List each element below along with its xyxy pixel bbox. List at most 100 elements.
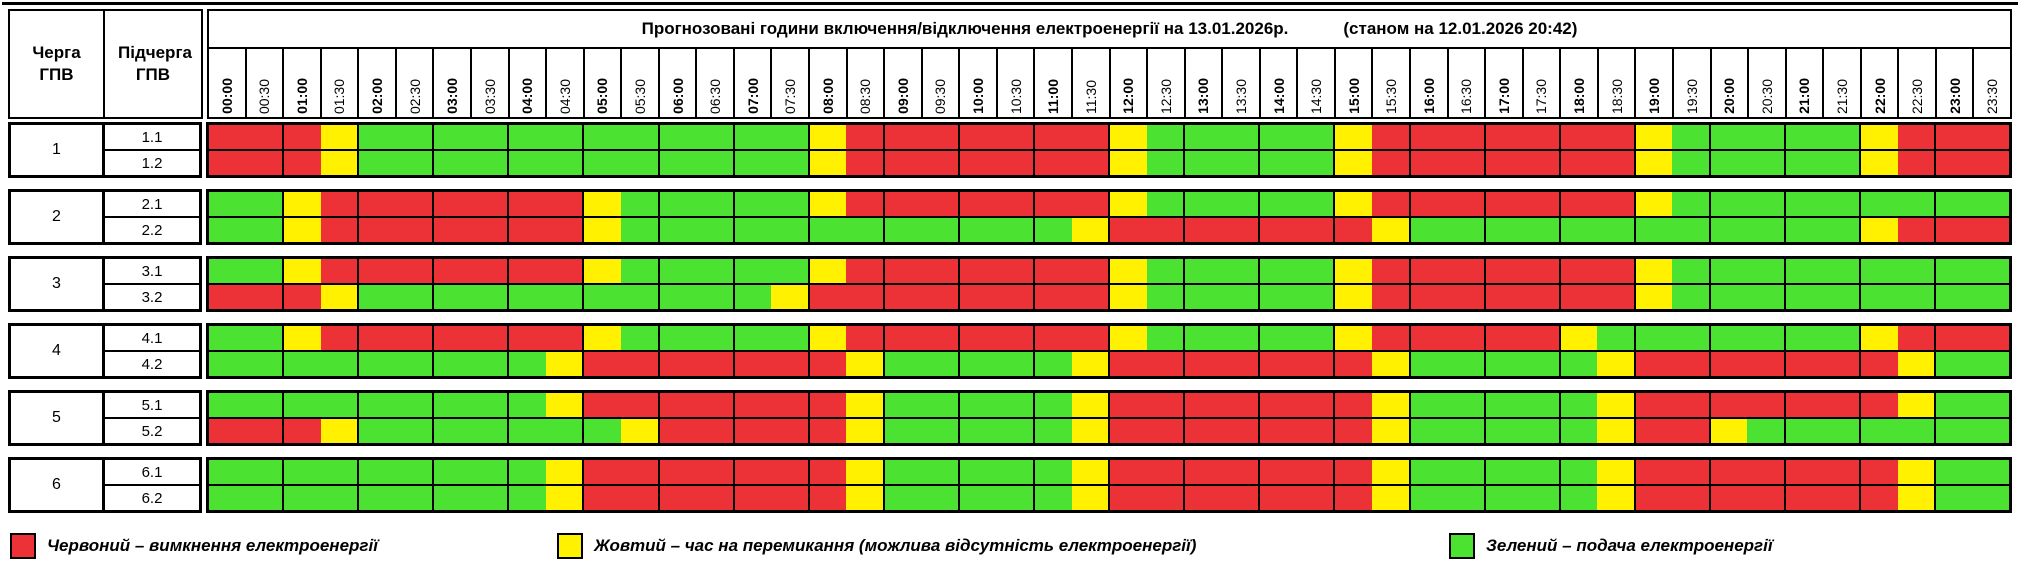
- schedule-cell: [957, 486, 997, 510]
- schedule-cell: [320, 151, 358, 175]
- schedule-row-2.1: [209, 192, 2010, 216]
- schedule-cell: [545, 259, 583, 283]
- schedule-cell: [582, 393, 622, 417]
- schedule-cell: [1597, 125, 1634, 149]
- schedule-cell: [1146, 460, 1184, 484]
- queue-number: 2: [8, 189, 105, 245]
- schedule-cell: [1296, 125, 1334, 149]
- schedule-cell: [732, 218, 772, 242]
- schedule-cell: [1633, 352, 1673, 376]
- schedule-cell: [320, 486, 358, 510]
- schedule-cell: [1859, 419, 1898, 443]
- time-slot-label: 21:30: [1822, 49, 1860, 117]
- schedule-cell: [657, 419, 697, 443]
- queue-number: 1: [8, 122, 105, 178]
- schedule-cell: [1371, 419, 1409, 443]
- red-swatch-icon: [10, 533, 36, 559]
- schedule-cell: [1333, 218, 1372, 242]
- time-slot-text: 02:30: [406, 78, 423, 114]
- schedule-cell: [771, 125, 808, 149]
- time-slot-label: 04:00: [507, 49, 546, 117]
- schedule-cell: [1108, 259, 1147, 283]
- schedule-cell: [846, 486, 883, 510]
- subqueue-column: 5.1 5.2: [102, 390, 202, 446]
- schedule-cell: [1258, 192, 1297, 216]
- schedule-cell: [1183, 352, 1222, 376]
- schedule-cell: [1747, 460, 1784, 484]
- time-slot-text: 15:00: [1345, 78, 1362, 114]
- schedule-cell: [1296, 218, 1334, 242]
- schedule-cell: [1897, 151, 1935, 175]
- schedule-cell: [1071, 125, 1109, 149]
- schedule-cell: [846, 151, 883, 175]
- schedule-cell: [1897, 125, 1935, 149]
- schedule-cell: [1296, 393, 1334, 417]
- schedule-cell: [1408, 326, 1448, 350]
- time-slot-text: 01:30: [331, 78, 348, 114]
- schedule-cell: [1747, 259, 1784, 283]
- time-slot-label: 02:30: [394, 49, 433, 117]
- time-slot-label: 01:00: [282, 49, 320, 117]
- schedule-cell: [1296, 285, 1334, 309]
- schedule-cell: [507, 326, 546, 350]
- time-slot-label: 00:30: [244, 49, 283, 117]
- schedule-cell: [621, 419, 658, 443]
- schedule-cell: [1708, 151, 1748, 175]
- schedule-cell: [245, 460, 283, 484]
- schedule-row-2.2: [209, 216, 2010, 242]
- time-slot-text: 09:30: [932, 78, 949, 114]
- schedule-row-3.2: [209, 283, 2010, 309]
- schedule-cell: [996, 419, 1034, 443]
- schedule-cell: [1522, 419, 1559, 443]
- schedule-cell: [1783, 326, 1823, 350]
- schedule-cell: [1934, 393, 1973, 417]
- schedule-cell: [282, 125, 321, 149]
- schedule-cell: [1447, 486, 1484, 510]
- schedule-cell: [657, 486, 697, 510]
- schedule-cell: [1822, 460, 1860, 484]
- time-slot-label: 15:30: [1371, 49, 1409, 117]
- schedule-cell: [996, 352, 1034, 376]
- schedule-cell: [1672, 259, 1709, 283]
- schedule-cell: [582, 125, 622, 149]
- schedule-cell: [1522, 285, 1559, 309]
- schedule-cell: [1633, 486, 1673, 510]
- schedule-cell: [771, 259, 808, 283]
- schedule-cell: [209, 486, 246, 510]
- schedule-cell: [1672, 393, 1709, 417]
- schedule-cell: [395, 460, 433, 484]
- time-slot-label: 18:00: [1559, 49, 1597, 117]
- schedule-cell: [1747, 285, 1784, 309]
- schedule-grid: [206, 323, 2012, 379]
- schedule-cell: [395, 352, 433, 376]
- schedule-cell: [1221, 218, 1259, 242]
- queue-group-3: 3 3.1 3.2: [8, 256, 2012, 312]
- schedule-cell: [1783, 393, 1823, 417]
- schedule-cell: [996, 259, 1034, 283]
- schedule-cell: [1408, 218, 1448, 242]
- time-slot-text: 02:00: [369, 78, 386, 114]
- time-slot-label: 23:30: [1972, 49, 2010, 117]
- time-slot-text: 22:30: [1909, 78, 1926, 114]
- schedule-cell: [957, 285, 997, 309]
- time-slot-label: 12:30: [1146, 49, 1184, 117]
- schedule-cell: [320, 460, 358, 484]
- schedule-cell: [1183, 259, 1222, 283]
- schedule-cell: [807, 192, 847, 216]
- schedule-cell: [1071, 393, 1109, 417]
- schedule-cell: [245, 125, 283, 149]
- schedule-cell: [921, 393, 958, 417]
- schedule-cell: [882, 393, 922, 417]
- schedule-cell: [696, 419, 733, 443]
- schedule-cell: [1597, 326, 1634, 350]
- subqueue-label: 1.2: [105, 149, 199, 175]
- schedule-cell: [1708, 285, 1748, 309]
- schedule-cell: [621, 259, 658, 283]
- time-slot-label: 16:00: [1409, 49, 1447, 117]
- schedule-cell: [882, 259, 922, 283]
- schedule-cell: [1408, 125, 1448, 149]
- schedule-cell: [1708, 486, 1748, 510]
- schedule-cell: [846, 259, 883, 283]
- schedule-cell: [1897, 259, 1935, 283]
- schedule-cell: [507, 352, 546, 376]
